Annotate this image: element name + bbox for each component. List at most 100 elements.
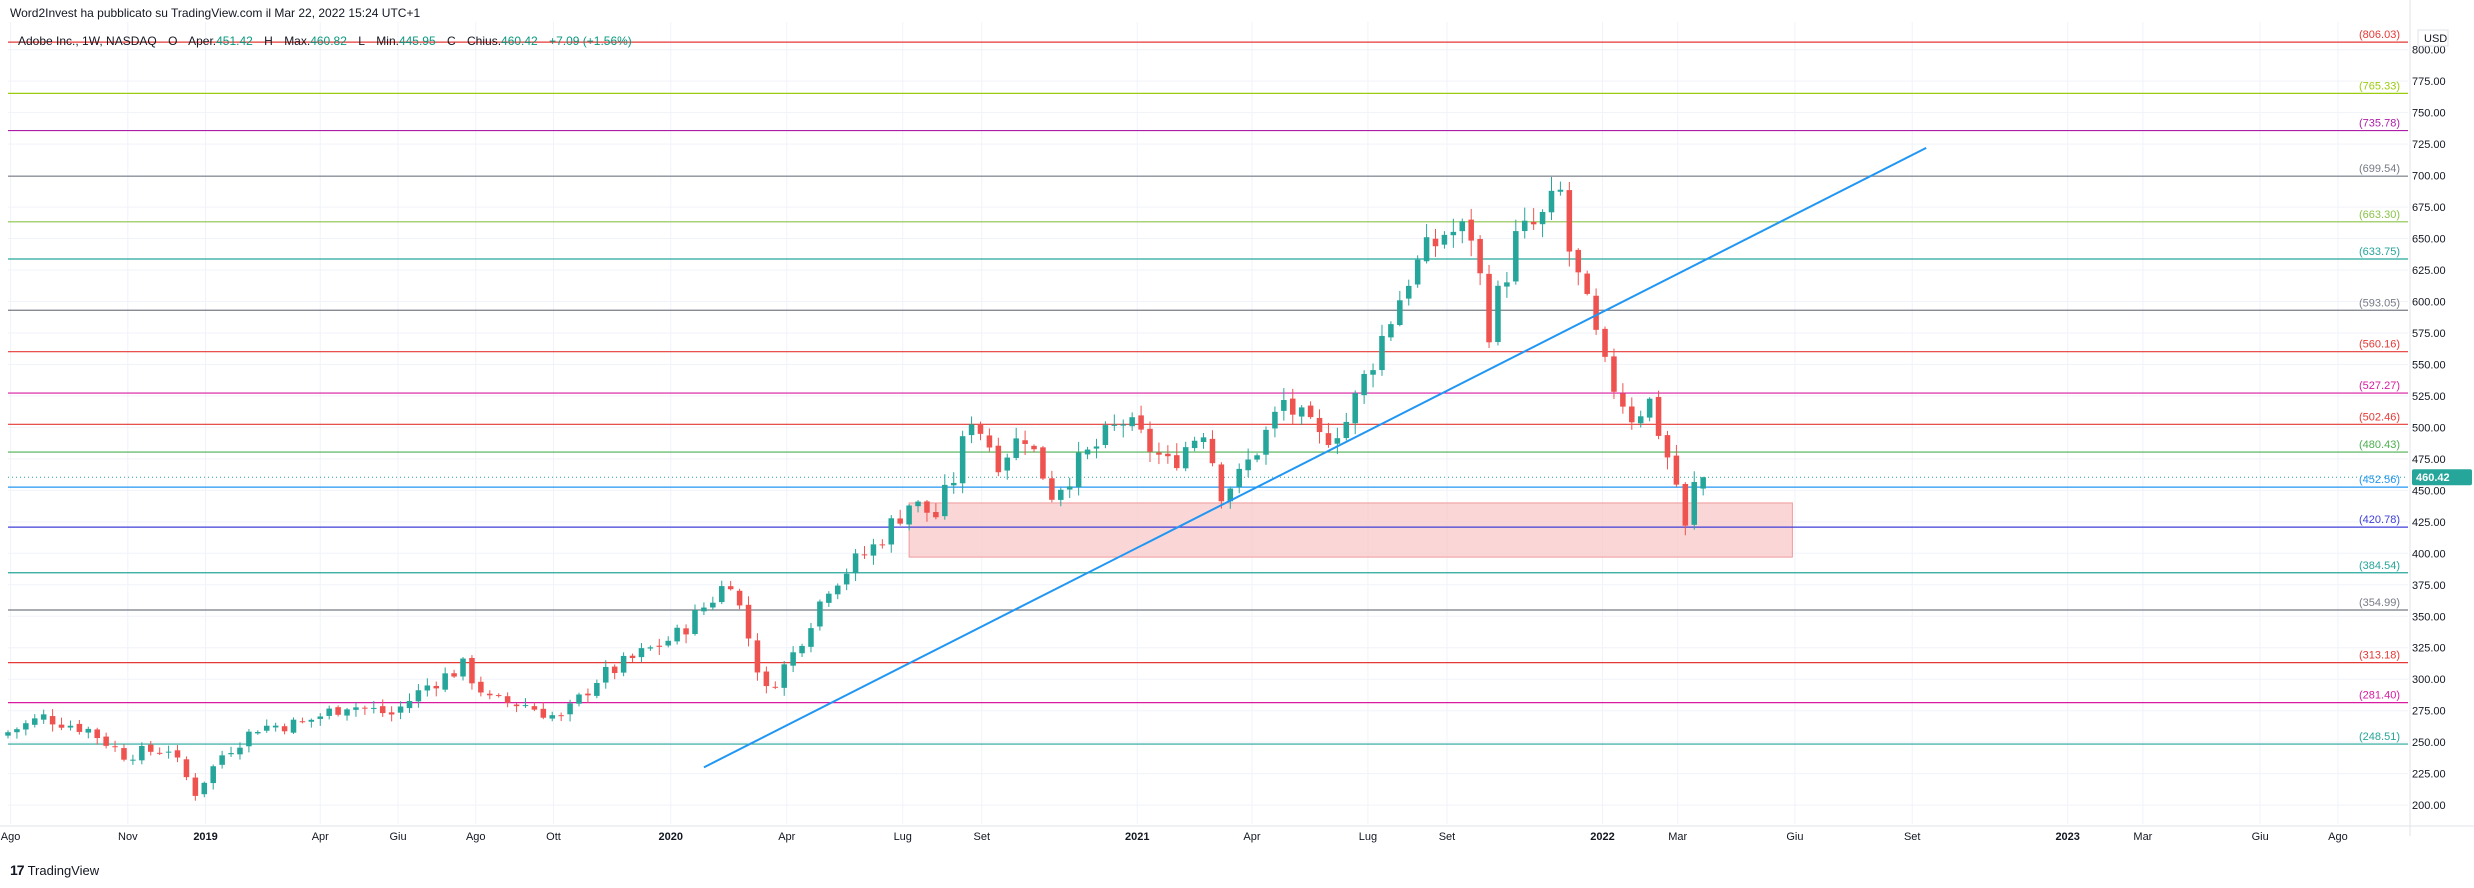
- candle-body: [103, 736, 109, 746]
- candle-body: [219, 755, 225, 765]
- candle-body: [478, 681, 484, 693]
- candle-body: [843, 573, 850, 585]
- horizontal-level-label: (806.03): [2359, 29, 2400, 41]
- time-tick-label: 2022: [1590, 831, 1614, 843]
- candle-body: [1441, 234, 1448, 245]
- candle-body: [906, 505, 912, 525]
- candle-body: [754, 640, 761, 673]
- candle-body: [67, 725, 74, 728]
- candle-body: [1414, 259, 1421, 285]
- low-letter: L: [358, 34, 365, 48]
- horizontal-level-label: (420.78): [2359, 514, 2400, 526]
- candle-body: [174, 750, 181, 758]
- close-letter: C: [447, 34, 456, 48]
- open-value: 451.42: [216, 34, 253, 48]
- candle-body: [1432, 238, 1439, 247]
- horizontal-level-label: (560.16): [2359, 339, 2400, 351]
- horizontal-level-label: (248.51): [2359, 731, 2400, 743]
- currency-badge[interactable]: [2417, 29, 2449, 47]
- candle-body: [888, 518, 895, 545]
- candle-body: [513, 704, 520, 707]
- last-price-tag: [2412, 469, 2472, 486]
- close-value: 460.42: [501, 34, 538, 48]
- candle-body: [139, 745, 145, 761]
- price-tick-label: 500.00: [2412, 422, 2446, 434]
- trendline[interactable]: [703, 147, 1927, 769]
- candle-body: [281, 726, 288, 732]
- candle-body: [1352, 393, 1358, 424]
- candle-body: [1423, 237, 1430, 262]
- candle-body: [1611, 356, 1617, 392]
- time-tick-label: Giu: [389, 831, 406, 843]
- horizontal-level-label: (480.43): [2359, 439, 2400, 451]
- candle-body: [192, 777, 199, 796]
- candle-body: [942, 484, 948, 517]
- high-name: Max.: [284, 34, 311, 48]
- candle-body: [112, 746, 118, 748]
- time-tick-label: Mar: [1668, 831, 1687, 843]
- candle-body: [1334, 438, 1341, 444]
- candle-body: [406, 700, 413, 709]
- candle-body: [603, 666, 609, 683]
- candle-body: [58, 724, 65, 728]
- candle-body: [1281, 400, 1287, 411]
- candle-body: [1245, 459, 1251, 471]
- candle-body: [1254, 455, 1260, 460]
- candle-body: [1093, 446, 1100, 449]
- price-tick-label: 375.00: [2412, 580, 2446, 592]
- candle-body: [1031, 445, 1037, 450]
- time-tick-label: Apr: [778, 831, 795, 843]
- time-tick-label: Set: [1904, 831, 1921, 843]
- candle-body: [442, 673, 448, 690]
- candle-body: [255, 731, 261, 734]
- symbol-label[interactable]: Adobe Inc., 1W, NASDAQ: [18, 34, 157, 48]
- time-tick-label: Apr: [1243, 831, 1260, 843]
- candle-body: [1477, 238, 1483, 274]
- horizontal-level-label: (593.05): [2359, 297, 2400, 309]
- candle-body: [228, 753, 234, 755]
- candle-body: [549, 715, 556, 719]
- candle-body: [1468, 219, 1474, 241]
- candle-body: [1138, 415, 1144, 430]
- candle-body: [1486, 273, 1492, 343]
- candle-body: [40, 714, 47, 720]
- candle-body: [531, 706, 538, 710]
- candle-body: [1289, 398, 1296, 415]
- price-axis[interactable]: 200.00 225.00 250.00 275.00 300.00 325.00 350.…: [2409, 0, 2472, 836]
- candle-body: [933, 511, 939, 518]
- candle-body: [1049, 478, 1055, 500]
- tradingview-logo-icon: 17: [10, 862, 25, 878]
- candle-body: [576, 694, 582, 704]
- time-tick-label: 2023: [2055, 831, 2079, 843]
- candle-body: [1102, 425, 1109, 445]
- candle-body: [1691, 481, 1698, 525]
- candle-body: [504, 696, 511, 703]
- support-zone-rectangle[interactable]: [908, 502, 1793, 558]
- candle-body: [585, 693, 591, 696]
- candle-body: [85, 728, 92, 733]
- candle-body: [620, 655, 627, 673]
- candle-body: [995, 445, 1002, 473]
- candle-body: [1593, 295, 1599, 330]
- candle-body: [950, 482, 957, 486]
- candle-body: [1459, 221, 1466, 232]
- candle-body: [1058, 489, 1064, 500]
- candle-body: [1182, 447, 1189, 469]
- candle-body: [968, 424, 975, 436]
- low-value: 445.95: [398, 34, 436, 48]
- candle-body: [1548, 190, 1555, 213]
- candle-body: [1227, 488, 1234, 502]
- price-tick-label: 800.00: [2412, 45, 2446, 57]
- candle-body: [1450, 231, 1457, 236]
- time-axis[interactable]: Ago Nov 2019 Apr Giu Ago Ott 2020 Apr Lug Set 2021 A…: [0, 825, 2474, 843]
- candle-body: [986, 435, 993, 448]
- candle-body: [1673, 455, 1680, 485]
- horizontal-level-label: (765.33): [2359, 80, 2400, 92]
- tradingview-logo[interactable]: 17 TradingView: [10, 862, 99, 878]
- candle-body: [1191, 440, 1198, 449]
- candle-body: [201, 782, 208, 795]
- candle-body: [870, 544, 877, 556]
- candle-body: [1298, 407, 1305, 417]
- price-tick-label: 475.00: [2412, 454, 2446, 466]
